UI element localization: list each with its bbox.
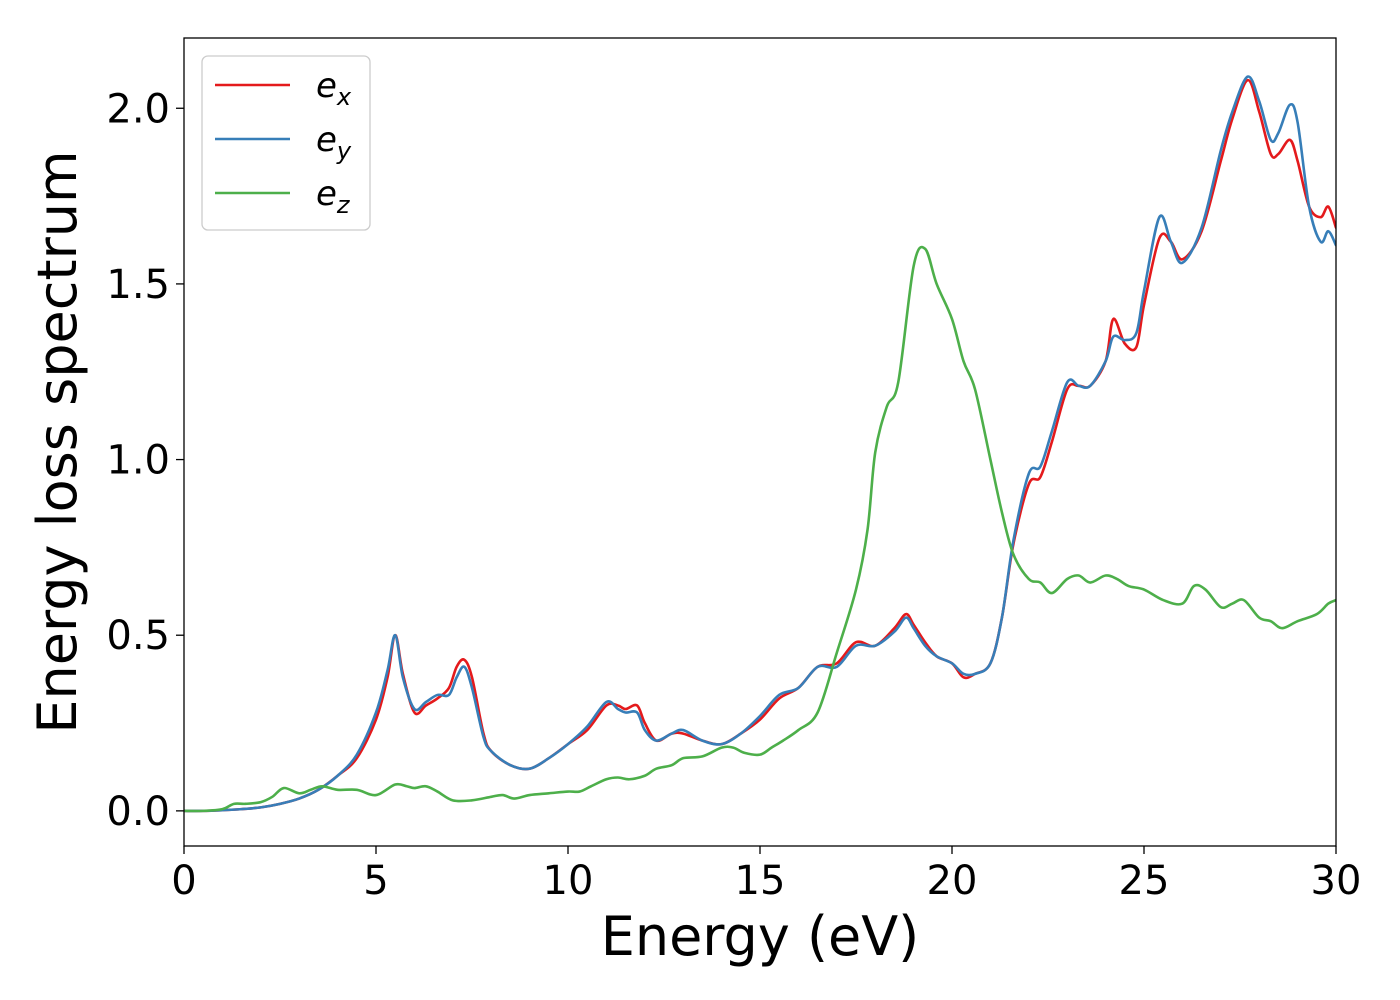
y-tick-label: 0.0: [106, 789, 170, 835]
x-tick-label: 10: [543, 858, 594, 904]
legend-label: ex: [316, 66, 352, 111]
series-layer: [184, 75, 1336, 813]
legend-label: ey: [316, 120, 352, 165]
legend: ex ey ez: [201, 55, 371, 231]
x-tick-label: 25: [1119, 858, 1170, 904]
x-tick-label: 5: [363, 858, 388, 904]
y-tick-label: 1.0: [106, 438, 170, 484]
y-tick-label: 0.5: [106, 613, 170, 659]
x-tick-label: 15: [735, 858, 786, 904]
y-axis-ticks: 0.0 0.5 1.0 1.5 2.0: [106, 86, 184, 835]
y-axis-label: Energy loss spectrum: [26, 150, 89, 733]
legend-label: ez: [316, 174, 351, 219]
y-tick-label: 2.0: [106, 86, 170, 132]
legend-box: [201, 55, 371, 231]
x-axis-ticks: 0 5 10 15 20 25 30: [171, 846, 1361, 904]
series-line-e-z: [184, 245, 1336, 813]
x-tick-label: 0: [171, 858, 196, 904]
x-tick-label: 30: [1311, 858, 1362, 904]
x-tick-label: 20: [927, 858, 978, 904]
y-tick-label: 1.5: [106, 262, 170, 308]
x-axis-label: Energy (eV): [601, 905, 920, 968]
series-line-e-y: [184, 75, 1336, 813]
